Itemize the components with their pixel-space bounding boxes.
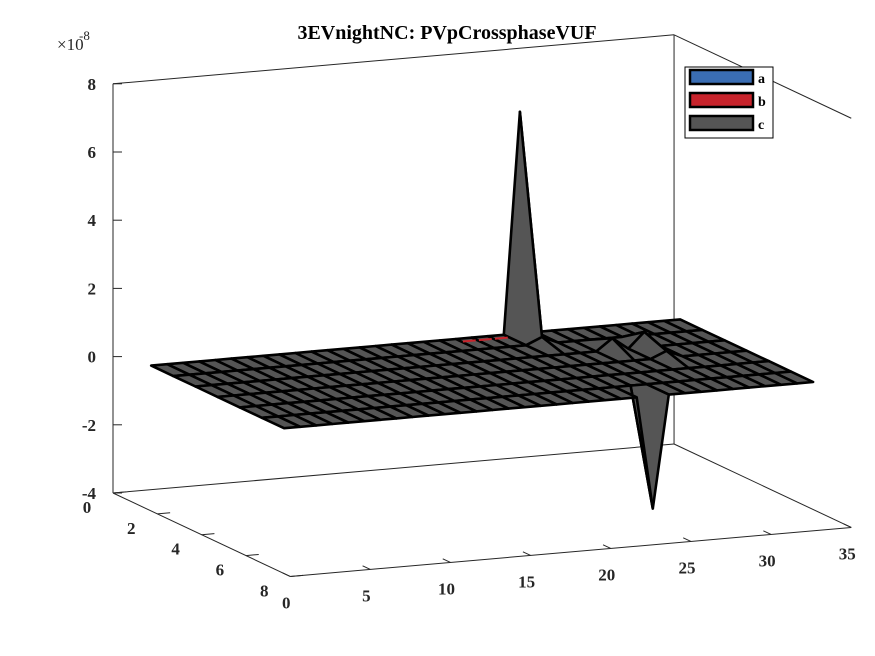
exponent-base: ×10 xyxy=(57,35,84,54)
surface-face xyxy=(502,110,544,347)
legend-label: b xyxy=(758,95,766,110)
chart-title: 3EVnightNC: PVpCrossphaseVUF xyxy=(297,22,596,44)
surface-face xyxy=(260,415,302,430)
box-edge xyxy=(112,34,675,85)
exponent-power: -8 xyxy=(79,28,90,43)
y-tick-label: 2 xyxy=(127,519,136,538)
series-b-mark xyxy=(478,337,492,342)
x-tick-label: 0 xyxy=(282,593,291,612)
y-tick-mark xyxy=(245,553,259,557)
z-tick-label: -4 xyxy=(82,484,97,503)
x-tick-label: 10 xyxy=(438,579,455,598)
y-tick-label: 8 xyxy=(260,581,269,600)
z-tick-label: 4 xyxy=(88,211,97,230)
x-tick-mark xyxy=(843,523,852,528)
legend-item: a xyxy=(688,68,765,87)
x-tick-mark xyxy=(682,537,692,542)
x-tick-mark xyxy=(763,530,772,535)
x-tick-label: 25 xyxy=(678,558,695,577)
z-tick-label: -2 xyxy=(82,416,96,435)
surface-plot xyxy=(149,110,815,510)
x-tick-mark xyxy=(362,565,371,570)
series-b-mark xyxy=(462,339,476,343)
z-tick-label: 8 xyxy=(88,75,97,94)
legend-swatch xyxy=(688,91,755,109)
legend: abc xyxy=(684,66,774,139)
y-tick-mark xyxy=(157,512,171,515)
z-tick-label: 2 xyxy=(88,279,97,298)
axis-ticks: 0 5 10 15 20 25 30 35 0 2 4 6 8 -4 -2 0 2 4 6 8 xyxy=(82,75,856,613)
legend-label: c xyxy=(758,118,764,133)
z-tick-label: 0 xyxy=(88,348,97,367)
legend-label: a xyxy=(758,72,765,87)
box-edge xyxy=(290,526,852,577)
y-tick-mark xyxy=(201,533,215,536)
x-tick-label: 20 xyxy=(598,565,615,584)
legend-item: c xyxy=(688,114,764,133)
y-tick-label: 4 xyxy=(171,540,180,559)
y-tick-label: 6 xyxy=(216,561,225,580)
legend-swatch xyxy=(688,68,755,86)
x-tick-mark xyxy=(522,551,531,556)
surface-patch xyxy=(502,110,544,347)
exponent-label: ×10 -8 xyxy=(57,28,90,54)
series-b-mark xyxy=(494,336,508,340)
x-tick-label: 15 xyxy=(518,572,535,591)
x-tick-label: 35 xyxy=(839,544,856,563)
x-tick-mark xyxy=(602,544,612,549)
box-edge xyxy=(112,443,675,494)
box-edge xyxy=(673,443,852,528)
x-tick-label: 5 xyxy=(362,586,371,605)
x-tick-mark xyxy=(282,572,291,577)
y-tick-mark xyxy=(290,574,304,577)
surface-patch xyxy=(260,415,302,430)
y-tick-label: 0 xyxy=(83,498,92,517)
z-tick-label: 6 xyxy=(88,143,97,162)
legend-item: b xyxy=(688,91,766,110)
legend-swatch xyxy=(688,114,755,132)
x-tick-label: 30 xyxy=(759,551,776,570)
x-tick-mark xyxy=(442,558,451,563)
